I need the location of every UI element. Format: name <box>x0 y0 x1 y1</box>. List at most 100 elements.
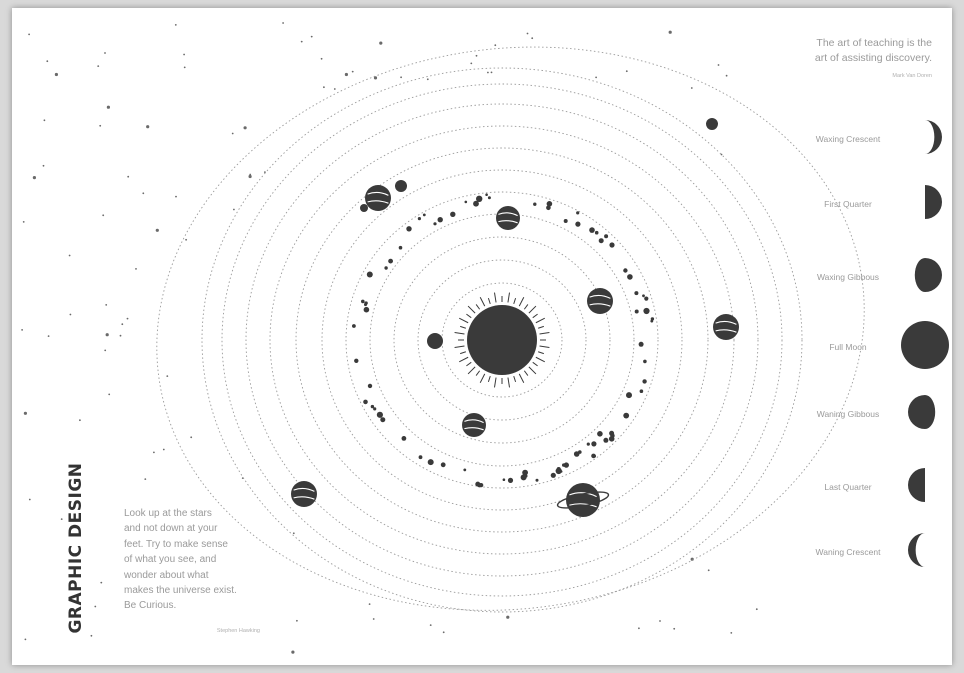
asteroid <box>623 412 630 419</box>
star-icon <box>725 74 728 77</box>
planet-jupiter-icon <box>365 185 391 211</box>
asteroid <box>638 341 644 347</box>
star-icon <box>153 451 155 454</box>
asteroid <box>384 266 388 270</box>
star-icon <box>127 175 130 178</box>
star-icon <box>22 221 25 223</box>
planet-band <box>589 294 611 299</box>
waning-gibbous-moon-icon <box>908 395 936 429</box>
asteroid <box>603 437 609 443</box>
star-icon <box>144 478 147 480</box>
sun-ray <box>507 292 511 303</box>
sun-ray <box>459 325 467 329</box>
asteroid <box>520 474 527 481</box>
star-icon <box>94 605 97 608</box>
last-quarter-moon-icon <box>908 468 925 502</box>
star-icon <box>379 41 383 45</box>
quote-bottom-line: and not down at your <box>124 523 218 535</box>
star-icon <box>28 498 31 501</box>
planet-mars-icon <box>587 288 613 314</box>
star-icon <box>190 436 193 439</box>
asteroid <box>380 417 386 423</box>
star-icon <box>595 76 597 79</box>
planets <box>291 118 739 517</box>
asteroid <box>366 271 373 278</box>
asteroid <box>376 411 383 418</box>
star-icon <box>97 65 100 67</box>
star-icon <box>333 88 336 90</box>
star-icon <box>659 620 661 622</box>
planet-band <box>367 200 389 204</box>
star-icon <box>296 619 298 622</box>
asteroid <box>507 477 514 483</box>
star-icon <box>373 76 378 80</box>
star-icon <box>175 195 177 198</box>
saturn-ring <box>556 491 610 509</box>
asteroid <box>642 379 647 384</box>
asteroid <box>604 234 609 239</box>
orbit-rings <box>156 46 865 613</box>
asteroid <box>642 294 645 298</box>
quote-bottom-author: Stephen Hawking <box>216 627 260 634</box>
star-icon <box>43 119 46 122</box>
asteroid <box>422 213 426 217</box>
waxing-gibbous-moon-icon <box>914 258 942 292</box>
asteroid <box>398 245 403 250</box>
asteroid <box>367 383 373 389</box>
asteroid <box>644 296 649 301</box>
asteroid <box>634 309 639 314</box>
sun-ray <box>454 345 465 349</box>
star-icon <box>108 393 111 396</box>
first-quarter-moon-icon <box>925 185 942 219</box>
asteroid <box>522 469 528 476</box>
sun-ray <box>459 356 469 363</box>
star-icon <box>231 132 234 135</box>
asteroid <box>535 478 539 482</box>
star-icon <box>310 35 313 38</box>
star-icon <box>119 334 122 337</box>
planet-band <box>498 212 518 217</box>
asteroid <box>440 462 446 468</box>
asteroid <box>594 230 599 235</box>
sun-icon <box>454 292 550 388</box>
star-icon <box>126 317 129 320</box>
star-icon <box>142 192 145 195</box>
orbit-ring <box>369 213 635 467</box>
star-icon <box>400 76 402 79</box>
planet-saturn-icon <box>566 483 600 517</box>
moon-phase-label: Waxing Gibbous <box>816 272 880 282</box>
star-icon <box>106 105 110 109</box>
asteroid <box>352 324 356 328</box>
sun-ray <box>535 317 545 324</box>
sun-ray <box>467 366 476 375</box>
asteroid <box>650 319 654 323</box>
sun-core <box>467 305 537 375</box>
sun-ray <box>537 325 545 329</box>
asteroid <box>487 196 491 200</box>
star-icon <box>104 52 106 54</box>
asteroid <box>586 442 590 446</box>
asteroid <box>610 433 615 438</box>
asteroid <box>370 404 375 409</box>
star-icon <box>99 124 102 127</box>
star-icon <box>183 66 186 69</box>
star-icon <box>174 24 177 26</box>
sun-ray <box>523 304 529 310</box>
star-icon <box>146 125 150 129</box>
sun-ray <box>539 345 550 349</box>
planet-band <box>569 492 597 498</box>
asteroid <box>598 238 604 244</box>
sun-ray <box>539 331 550 335</box>
asteroid <box>643 359 647 364</box>
moon-icon <box>395 180 407 192</box>
planet-neptune-icon <box>713 314 739 340</box>
star-icon <box>46 60 49 63</box>
asteroid <box>643 307 650 315</box>
star-icon <box>42 164 45 167</box>
star-icon <box>60 518 63 520</box>
quote-bottom-line: makes the universe exist. <box>124 585 237 597</box>
moon-icon <box>360 204 368 212</box>
star-icon <box>707 569 710 572</box>
quote-bottom-line: feet. Try to make sense <box>124 538 228 550</box>
asteroid <box>555 467 562 475</box>
